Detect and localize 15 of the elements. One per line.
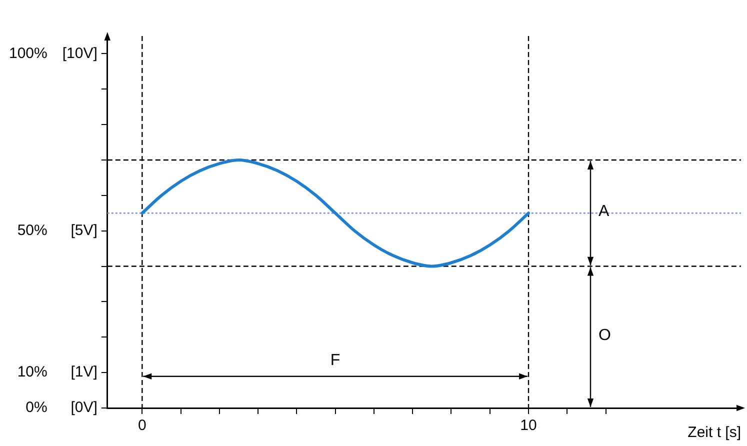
x-tick-label: 0 xyxy=(138,417,146,434)
x-axis-title: Zeit t [s] xyxy=(688,424,741,442)
y-tick-label: 50% xyxy=(17,222,48,239)
annotation: O xyxy=(598,327,611,346)
y2-tick-label: [1V] xyxy=(70,364,98,381)
annotation: A xyxy=(598,203,610,222)
y-tick-label: 0% xyxy=(26,399,48,416)
y2-tick-label: [5V] xyxy=(70,222,98,239)
x-tick-label: 10 xyxy=(520,417,537,434)
y2-tick-label: [0V] xyxy=(70,399,98,416)
y2-tick-label: [10V] xyxy=(62,44,98,62)
y-tick-label: 10% xyxy=(17,364,48,381)
line-series xyxy=(140,158,530,268)
annotation: F xyxy=(330,352,340,370)
y-tick-label: 100% xyxy=(8,44,48,62)
